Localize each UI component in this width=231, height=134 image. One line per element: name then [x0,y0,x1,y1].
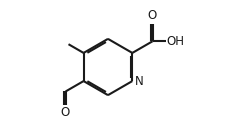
Text: OH: OH [166,35,184,48]
Text: O: O [60,107,69,120]
Text: N: N [135,75,143,88]
Text: O: O [147,9,156,22]
